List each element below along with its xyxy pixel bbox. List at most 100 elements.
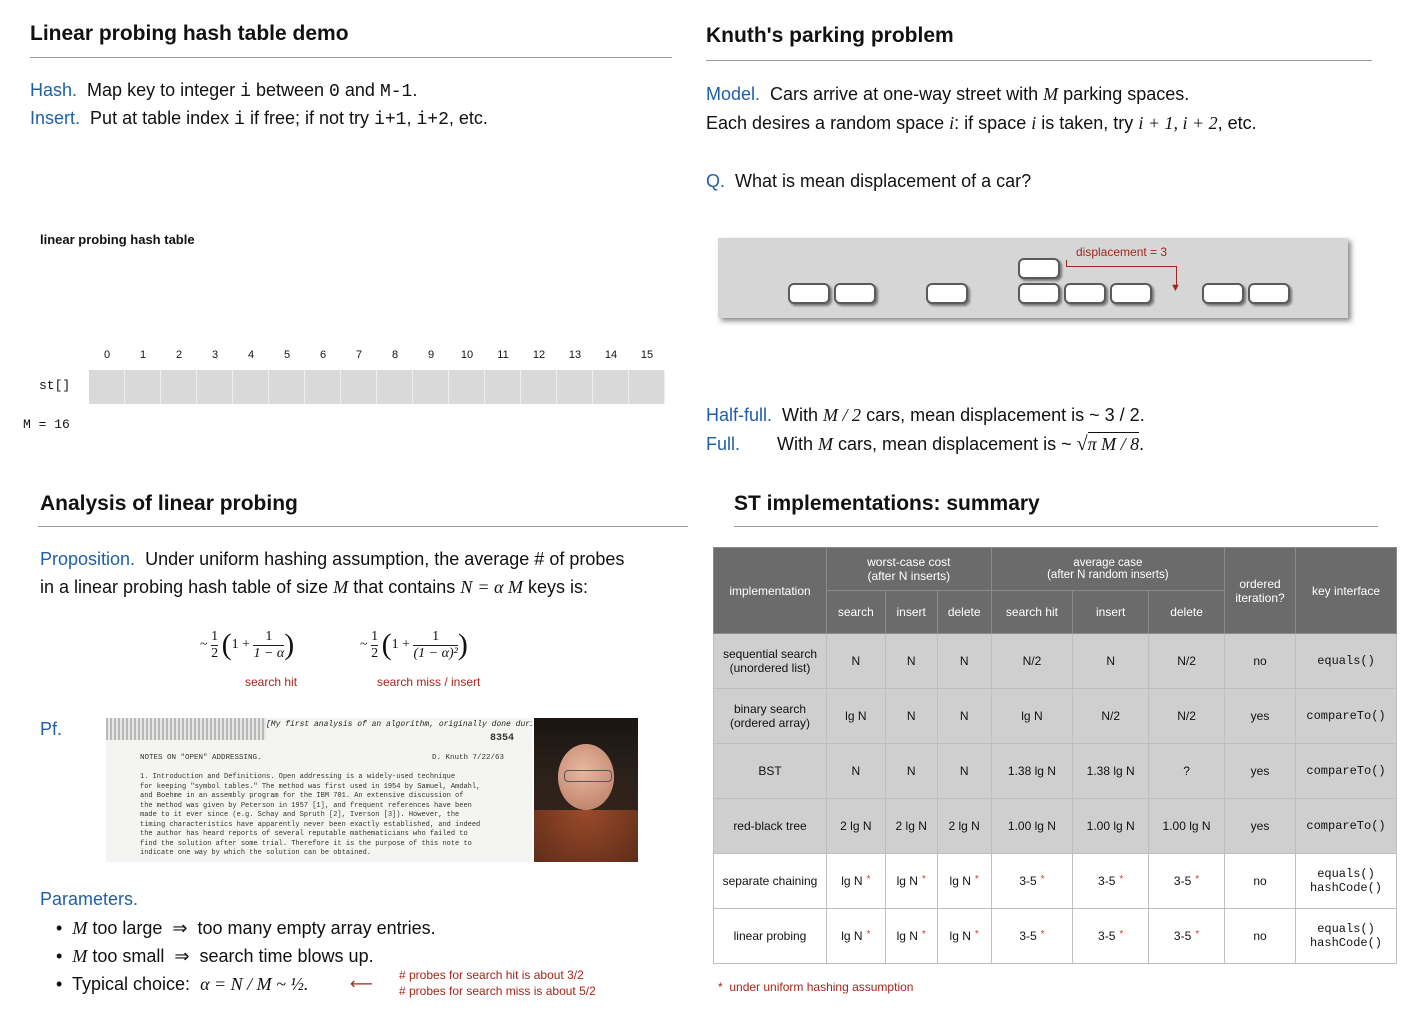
header-average-case: average case (after N random inserts) — [990, 547, 1226, 591]
table-cell — [161, 370, 197, 404]
cost-value: 1.38 lg N — [1086, 764, 1135, 778]
table-cell — [269, 370, 305, 404]
desire-text-c: is taken, try — [1041, 113, 1134, 133]
paper-line: and Boehme in an assembly program for th… — [140, 792, 464, 800]
cost-cell: N — [936, 743, 992, 799]
table-index-label: 3 — [211, 349, 219, 361]
paper-line: for keeping "symbol tables." The method … — [140, 782, 481, 791]
assumption-star: * — [974, 874, 979, 885]
displacement-arrow-drop — [1176, 266, 1177, 288]
insert-text2: if free; if not try — [250, 108, 370, 128]
array-label: st[] — [39, 378, 71, 393]
bullet-m-too-large: • M too large ⇒ too many empty array ent… — [56, 914, 436, 942]
model-line: Model. Cars arrive at one-way street wit… — [706, 80, 1189, 108]
impl-name: red-black tree — [733, 819, 807, 833]
cost-value: N/2 — [1177, 654, 1196, 668]
table-index-label: 7 — [355, 349, 363, 361]
footnote: * under uniform hashing assumption — [718, 980, 913, 994]
hash-dot: . — [412, 80, 418, 100]
cost-cell: 3-5 * — [990, 908, 1074, 964]
avg-sub: (after N random inserts) — [1047, 569, 1169, 581]
cost-cell: N — [884, 688, 938, 744]
cost-cell: 3-5 * — [1148, 853, 1225, 909]
table-index-label: 10 — [460, 349, 474, 361]
title-rule — [30, 57, 672, 58]
half-text: With — [782, 405, 819, 425]
implies-arrow-icon: ⇒ — [174, 946, 190, 966]
hash-text: Map key to integer — [87, 80, 236, 100]
footnote-text: under uniform hashing assumption — [729, 980, 914, 994]
cost-cell: lg N * — [884, 908, 938, 964]
section-title-summary: ST implementations: summary — [734, 492, 1040, 515]
table-cell — [521, 370, 557, 404]
displacement-label: displacement = 3 — [1076, 245, 1168, 259]
ordered-cell: yes — [1224, 743, 1296, 799]
table-cell — [125, 370, 161, 404]
bullet-result: search time blows up. — [199, 946, 374, 966]
paper-line: made to it ever since (e.g. Schay and Sp… — [140, 811, 460, 819]
cost-cell: ? — [1148, 743, 1225, 799]
proposition-line2: in a linear probing hash table of size M… — [40, 573, 588, 601]
car-arriving — [1018, 258, 1060, 279]
key-method: compareTo() — [1306, 709, 1386, 723]
cost-cell: N — [936, 633, 992, 689]
table-row: separate chaining lg N * lg N * lg N * 3-5 * 3-5 *… — [713, 853, 1397, 909]
hash-and: and — [344, 80, 375, 100]
sub-header-cell: delete — [936, 590, 992, 634]
table-row: red-black tree 2 lg N 2 lg N 2 lg N 1.00 lg … — [713, 798, 1397, 854]
bullet-m: M — [72, 918, 88, 938]
sub-header-cell: insert — [884, 590, 938, 634]
assumption-star: * — [921, 929, 926, 940]
knuth-portrait — [534, 718, 638, 862]
key-interface-cell: compareTo() — [1295, 743, 1397, 799]
hash-zero: 0 — [329, 82, 340, 102]
frac-den: (1 − α)² — [413, 645, 458, 661]
displacement-arrow-tick — [1066, 260, 1067, 266]
cost-value: N/2 — [1022, 654, 1042, 668]
cost-cell: 2 lg N — [884, 798, 938, 854]
table-cell — [449, 370, 485, 404]
cost-value: 3-5 — [1173, 929, 1192, 943]
paper-line: the author has heard reports of several … — [140, 830, 468, 838]
table-index-label: 1 — [139, 349, 147, 361]
cost-value: 2 lg N — [895, 819, 927, 833]
section-title-linear-probing-demo: Linear probing hash table demo — [30, 22, 349, 45]
car — [1018, 283, 1060, 304]
sub-header-cell: delete — [1148, 590, 1225, 634]
q-text: What is mean displacement of a car? — [735, 171, 1032, 191]
cost-cell: 3-5 * — [990, 853, 1074, 909]
row-implementation: red-black tree — [713, 798, 827, 854]
section-title-analysis: Analysis of linear probing — [40, 492, 298, 515]
table-cell — [197, 370, 233, 404]
impl-name: linear probing — [733, 929, 807, 943]
pf-label: Pf. — [40, 719, 63, 739]
half-m: M / 2 — [823, 405, 862, 425]
m-label: M = 16 — [23, 417, 70, 432]
key-interface-cell: equals() hashCode() — [1295, 908, 1397, 964]
desire-try: i + 1, i + 2 — [1138, 113, 1218, 133]
parameters-label: Parameters. — [40, 889, 139, 909]
one-plus: 1 + — [391, 637, 410, 653]
cost-cell: 3-5 * — [1072, 853, 1150, 909]
cost-value: lg N — [845, 709, 867, 723]
car — [834, 283, 876, 304]
cost-cell: N — [884, 633, 938, 689]
cost-cell: lg N * — [936, 908, 992, 964]
paren-open: ( — [221, 628, 232, 661]
title-rule — [38, 526, 688, 527]
prop-text-c: that contains — [353, 577, 456, 597]
model-label: Model. — [706, 84, 761, 104]
paper-line: 1. Introduction and Definitions. Open ad… — [140, 773, 456, 781]
row-implementation: separate chaining — [713, 853, 827, 909]
model-m: M — [1043, 84, 1059, 104]
half-den: 2 — [371, 645, 379, 661]
header-key-interface: key interface — [1295, 547, 1397, 634]
desire-etc: , etc. — [1217, 113, 1257, 133]
cost-cell: N/2 — [1148, 633, 1225, 689]
insert-i1: i+1 — [374, 110, 407, 130]
desire-line: Each desires a random space i: if space … — [706, 109, 1257, 137]
hash-definition: Hash. Map key to integer i between 0 and… — [30, 76, 417, 106]
prop-text-d: keys is: — [527, 577, 588, 597]
